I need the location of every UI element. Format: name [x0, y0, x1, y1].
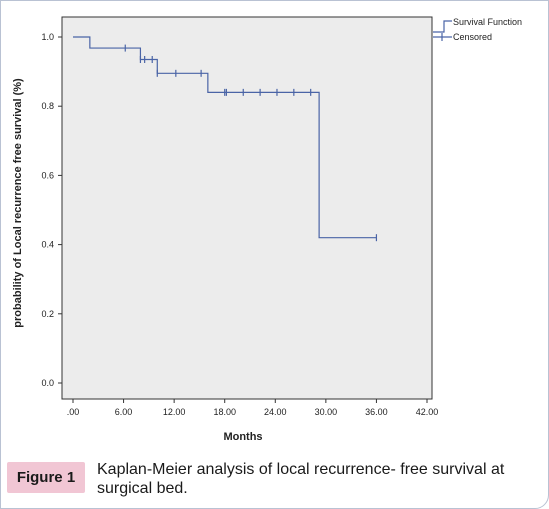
axes: 0.0 0.2 0.4 0.6 0.8 1.0 .00 6.00 12.00 18.00 24.00…	[41, 32, 438, 417]
y-tick-label: 0.0	[41, 378, 54, 388]
x-tick-label: 36.00	[365, 407, 388, 417]
legend-survival-swatch	[433, 20, 452, 33]
y-tick-label: 0.4	[41, 240, 54, 250]
survival-step-line	[73, 36, 377, 239]
figure-badge: Figure 1	[7, 462, 85, 493]
plot-area	[61, 16, 433, 400]
x-tick-label: 18.00	[213, 407, 236, 417]
y-tick-label: 0.6	[41, 170, 54, 180]
x-tick-label: 6.00	[115, 407, 133, 417]
censored-marks	[124, 44, 378, 242]
x-tick-label: 42.00	[416, 407, 439, 417]
y-axis-title: probability of Local recurrence free sur…	[12, 78, 24, 328]
legend-censored-label: Censored	[453, 32, 492, 42]
y-tick-label: 0.2	[41, 309, 54, 319]
figure-caption: Kaplan-Meier analysis of local recurrenc…	[97, 461, 505, 497]
y-tick-label: 0.8	[41, 101, 54, 111]
km-chart: 0.0 0.2 0.4 0.6 0.8 1.0 .00 6.00 12.00 18.00 24.00…	[12, 16, 522, 443]
x-tick-label: .00	[67, 407, 80, 417]
series-layer	[73, 36, 377, 239]
x-tick-label: 24.00	[264, 407, 287, 417]
legend-survival-label: Survival Function	[453, 17, 522, 27]
x-tick-label: 12.00	[163, 407, 186, 417]
x-tick-label: 30.00	[315, 407, 338, 417]
y-tick-label: 1.0	[41, 32, 54, 42]
legend: Survival Function Censored	[433, 17, 522, 42]
x-axis-title: Months	[223, 431, 262, 443]
